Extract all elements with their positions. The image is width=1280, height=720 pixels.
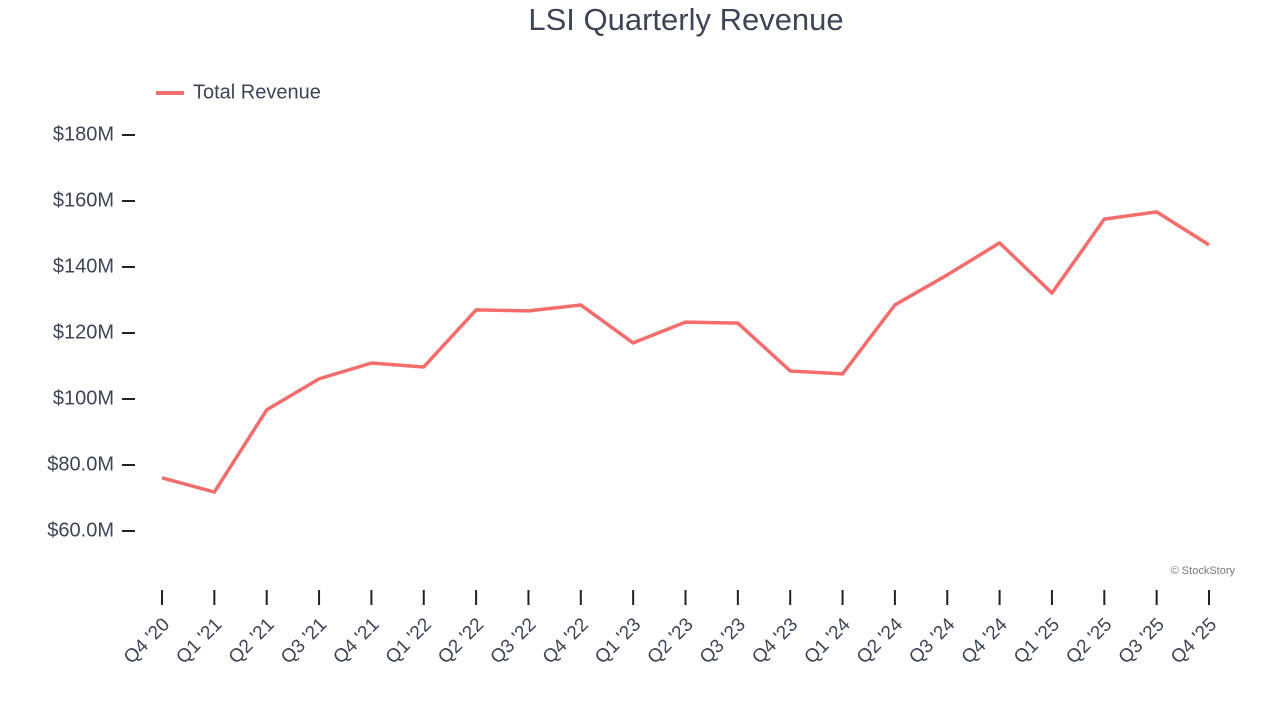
x-tick-label: Q2 '21 [225,614,279,668]
x-tick-label: Q4 '20 [120,614,174,668]
x-tick-label: Q1 '23 [591,614,645,668]
x-tick-label: Q2 '23 [644,614,698,668]
x-tick-label: Q1 '24 [801,614,855,668]
y-tick-label: $160M [53,189,114,211]
y-tick-label: $140M [53,255,114,277]
x-tick-label: Q2 '22 [434,614,488,668]
y-tick-label: $120M [53,321,114,343]
y-tick-label: $180M [53,123,114,145]
x-tick-label: Q3 '24 [905,614,959,668]
x-tick-label: Q1 '25 [1010,614,1064,668]
x-tick-label: Q4 '22 [539,614,593,668]
x-tick-label: Q4 '23 [748,614,802,668]
y-tick-label: $100M [53,387,114,409]
x-tick-label: Q4 '24 [958,614,1012,668]
x-tick-label: Q1 '21 [172,614,226,668]
x-tick-label: Q3 '25 [1115,614,1169,668]
legend-label: Total Revenue [193,81,321,103]
x-tick-label: Q3 '23 [696,614,750,668]
x-tick-label: Q4 '21 [329,614,383,668]
chart-title: LSI Quarterly Revenue [528,2,843,37]
line-series [161,210,1210,494]
y-tick-label: $80.0M [47,453,114,475]
y-tick-label: $60.0M [47,519,114,541]
x-tick-label: Q1 '22 [382,614,436,668]
x-tick-label: Q4 '25 [1167,614,1221,668]
x-tick-label: Q3 '22 [487,614,541,668]
x-tick-label: Q2 '24 [853,614,907,668]
x-tick-label: Q2 '25 [1062,614,1116,668]
x-tick-label: Q3 '21 [277,614,331,668]
credit: © StockStory [1171,565,1236,577]
